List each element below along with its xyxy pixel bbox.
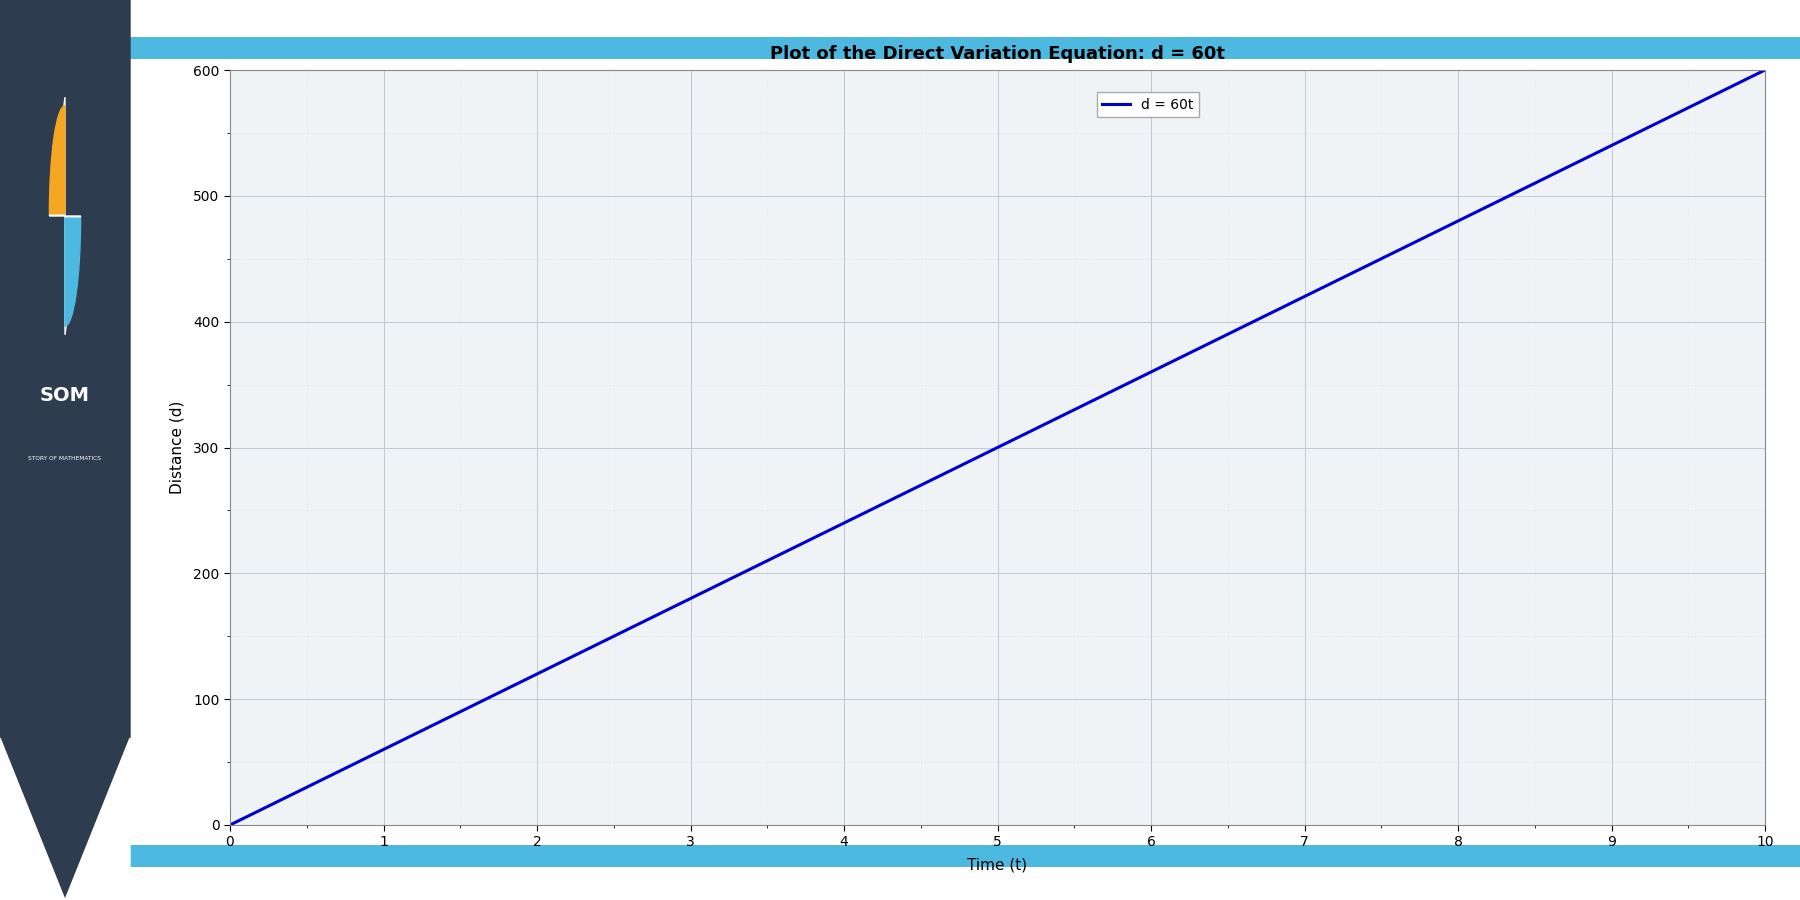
X-axis label: Time (t): Time (t)	[967, 858, 1028, 873]
Text: SOM: SOM	[40, 386, 90, 406]
d = 60t	[1049, 411, 1071, 422]
Title: Plot of the Direct Variation Equation: d = 60t: Plot of the Direct Variation Equation: d…	[770, 45, 1226, 63]
d = 60t	[958, 456, 979, 467]
Text: STORY OF MATHEMATICS: STORY OF MATHEMATICS	[29, 456, 101, 462]
Legend: d = 60t: d = 60t	[1096, 92, 1199, 117]
Polygon shape	[0, 738, 130, 900]
Y-axis label: Distance (d): Distance (d)	[169, 400, 185, 494]
d = 60t	[1132, 370, 1154, 381]
Wedge shape	[65, 218, 81, 326]
d = 60t	[1478, 201, 1499, 212]
d = 60t	[1755, 65, 1777, 76]
Line: d = 60t: d = 60t	[230, 70, 1766, 825]
Polygon shape	[49, 97, 65, 216]
d = 60t	[220, 820, 241, 831]
Wedge shape	[49, 106, 65, 214]
d = 60t	[949, 461, 970, 472]
Polygon shape	[65, 216, 81, 335]
Polygon shape	[0, 0, 130, 900]
d = 60t	[1717, 83, 1739, 94]
